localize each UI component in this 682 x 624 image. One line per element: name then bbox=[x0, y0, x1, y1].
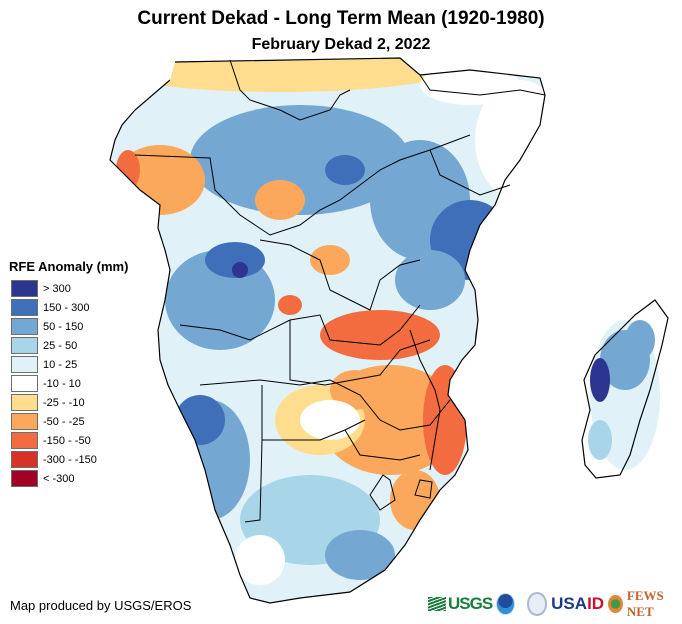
country-borders bbox=[134, 59, 546, 523]
map-subtitle: February Dekad 2, 2022 bbox=[251, 36, 431, 53]
legend-swatch bbox=[11, 413, 38, 430]
legend-item: -300 - -150 bbox=[9, 450, 128, 469]
noaa-logo-icon bbox=[496, 593, 515, 615]
legend-label: -25 - -10 bbox=[43, 396, 85, 409]
anomaly-patch bbox=[110, 58, 450, 92]
anomaly-patch bbox=[310, 245, 350, 275]
fews-globe-icon bbox=[608, 595, 623, 613]
anomaly-patch bbox=[325, 155, 365, 185]
anomaly-patch bbox=[475, 80, 545, 200]
legend-item: -25 - -10 bbox=[9, 393, 128, 412]
africa-coastline bbox=[109, 57, 546, 604]
legend-swatch bbox=[11, 280, 38, 297]
legend-item: -50 - -25 bbox=[9, 412, 128, 431]
anomaly-patch bbox=[588, 420, 612, 460]
legend-item: 150 - 300 bbox=[9, 298, 128, 317]
anomaly-patch bbox=[325, 530, 395, 580]
anomaly-patch bbox=[423, 365, 467, 475]
legend-item: 25 - 50 bbox=[9, 336, 128, 355]
map-title: Current Dekad - Long Term Mean (1920-198… bbox=[137, 8, 545, 29]
anomaly-patch bbox=[235, 535, 285, 585]
anomaly-patch bbox=[475, 305, 525, 375]
legend-label: > 300 bbox=[43, 282, 71, 295]
anomaly-patch bbox=[625, 320, 655, 360]
legend-label: 50 - 150 bbox=[43, 320, 84, 333]
usgs-wave-icon bbox=[428, 597, 446, 611]
legend-swatch bbox=[11, 356, 38, 373]
legend: RFE Anomaly (mm) > 300 150 - 300 50 - 150 2… bbox=[9, 259, 128, 488]
legend-item: 10 - 25 bbox=[9, 355, 128, 374]
legend-label: -150 - -50 bbox=[43, 434, 91, 447]
legend-swatch bbox=[11, 451, 38, 468]
legend-title: RFE Anomaly (mm) bbox=[9, 259, 129, 274]
anomaly-patch bbox=[255, 180, 305, 220]
map-credit: Map produced by USGS/EROS bbox=[10, 598, 192, 613]
anomaly-patch bbox=[395, 250, 465, 310]
usaid-logo: USA ID bbox=[551, 594, 605, 613]
legend-item: -10 - 10 bbox=[9, 374, 128, 393]
anomaly-patch bbox=[590, 358, 610, 402]
usgs-logo: USGS bbox=[428, 594, 493, 614]
legend-item: -150 - -50 bbox=[9, 431, 128, 450]
legend-swatch bbox=[11, 318, 38, 335]
anomaly-patch bbox=[175, 395, 225, 445]
legend-label: 150 - 300 bbox=[43, 301, 90, 314]
anomaly-patch bbox=[300, 400, 360, 440]
legend-swatch bbox=[11, 470, 38, 487]
legend-label: -10 - 10 bbox=[43, 377, 81, 390]
legend-label: -300 - -150 bbox=[43, 453, 97, 466]
legend-item: > 300 bbox=[9, 279, 128, 298]
legend-swatch bbox=[11, 394, 38, 411]
usaid-seal-icon bbox=[526, 592, 548, 616]
anomaly-patch bbox=[320, 310, 440, 360]
legend-swatch bbox=[11, 299, 38, 316]
anomaly-patch bbox=[495, 238, 515, 262]
anomaly-patch bbox=[278, 295, 302, 315]
anomaly-patch bbox=[205, 242, 265, 278]
legend-label: -50 - -25 bbox=[43, 415, 85, 428]
legend-item: 50 - 150 bbox=[9, 317, 128, 336]
legend-label: < -300 bbox=[43, 472, 75, 485]
fews-net-logo: FEWS NET bbox=[626, 588, 664, 619]
legend-swatch bbox=[11, 337, 38, 354]
legend-label: 10 - 25 bbox=[43, 358, 78, 371]
anomaly-patch bbox=[330, 370, 380, 410]
legend-swatch bbox=[11, 375, 38, 392]
legend-item: < -300 bbox=[9, 469, 128, 488]
anomaly-patch bbox=[390, 470, 440, 530]
anomaly-patch bbox=[190, 105, 410, 215]
legend-label: 25 - 50 bbox=[43, 339, 78, 352]
anomaly-patch bbox=[232, 262, 248, 278]
partner-logos: USGS USA ID FEWS NET bbox=[428, 588, 682, 620]
madagascar-coastline bbox=[581, 299, 669, 479]
legend-swatch bbox=[11, 432, 38, 449]
